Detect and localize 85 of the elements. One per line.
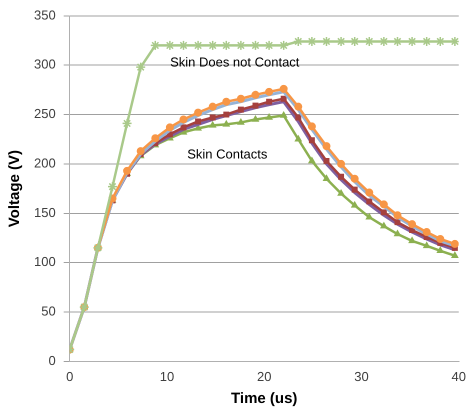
point	[135, 62, 146, 72]
point	[406, 36, 418, 47]
y-tick-label: 100	[34, 254, 56, 270]
point	[251, 90, 260, 99]
point	[321, 36, 332, 47]
y-axis-title: Voltage (V)	[6, 150, 24, 228]
point	[352, 186, 358, 193]
point	[450, 240, 459, 248]
x-tick-label: 10	[160, 368, 174, 384]
point	[280, 96, 287, 102]
point	[222, 120, 230, 127]
y-tick-label: 50	[41, 304, 56, 319]
point	[265, 88, 274, 96]
point	[322, 142, 330, 150]
point	[209, 121, 216, 128]
point	[180, 124, 186, 130]
point	[266, 98, 272, 105]
point	[179, 115, 188, 124]
point	[208, 102, 217, 111]
point	[380, 200, 388, 208]
point	[136, 147, 145, 156]
point	[408, 236, 416, 244]
point	[338, 174, 344, 180]
point	[194, 108, 202, 117]
point	[337, 160, 346, 168]
point	[236, 94, 245, 103]
point	[122, 118, 132, 129]
x-tick-label: 30	[354, 368, 369, 384]
y-tick-label: 0	[48, 352, 56, 368]
point	[250, 40, 261, 51]
point	[295, 114, 302, 120]
point	[123, 166, 132, 175]
x-tick-label: 20	[256, 368, 272, 384]
point	[222, 98, 230, 106]
point	[107, 181, 118, 192]
point	[380, 222, 388, 228]
y-tick-label: 350	[34, 7, 56, 22]
point	[423, 242, 430, 248]
point	[366, 213, 373, 220]
point	[178, 40, 189, 51]
annotation: Skin Does not Contact	[170, 54, 300, 70]
x-tick-label: 0	[66, 368, 74, 384]
x-axis-title: Time (us)	[231, 390, 298, 408]
point	[350, 174, 359, 183]
point	[408, 220, 416, 228]
point	[166, 123, 174, 132]
point	[151, 134, 160, 142]
y-tick-label: 250	[34, 106, 56, 122]
point	[336, 36, 346, 47]
point	[351, 201, 358, 208]
point	[450, 36, 459, 47]
point	[392, 36, 403, 47]
y-tick-label: 150	[34, 204, 56, 220]
point	[238, 106, 244, 113]
point	[308, 156, 316, 164]
point	[436, 234, 444, 243]
point	[436, 246, 444, 254]
point	[280, 84, 288, 93]
point	[237, 118, 244, 125]
point	[394, 219, 400, 226]
point	[324, 158, 330, 164]
y-tick-label: 300	[34, 56, 56, 72]
point	[366, 198, 372, 204]
point	[308, 137, 315, 144]
point	[365, 188, 374, 197]
point	[252, 102, 258, 109]
point	[422, 228, 431, 236]
y-tick-label: 200	[34, 155, 56, 170]
point	[294, 102, 302, 111]
point	[192, 40, 204, 51]
point	[380, 209, 387, 216]
point	[280, 112, 288, 118]
point	[308, 122, 316, 130]
point	[451, 252, 458, 258]
point	[294, 135, 302, 142]
point	[393, 211, 402, 220]
point	[338, 190, 345, 196]
annotation: Skin Contacts	[187, 146, 268, 162]
x-tick-label: 40	[452, 368, 466, 384]
point	[252, 115, 260, 122]
point	[322, 174, 330, 181]
point	[266, 114, 273, 120]
point	[195, 118, 202, 124]
point	[223, 112, 230, 118]
point	[210, 114, 216, 120]
